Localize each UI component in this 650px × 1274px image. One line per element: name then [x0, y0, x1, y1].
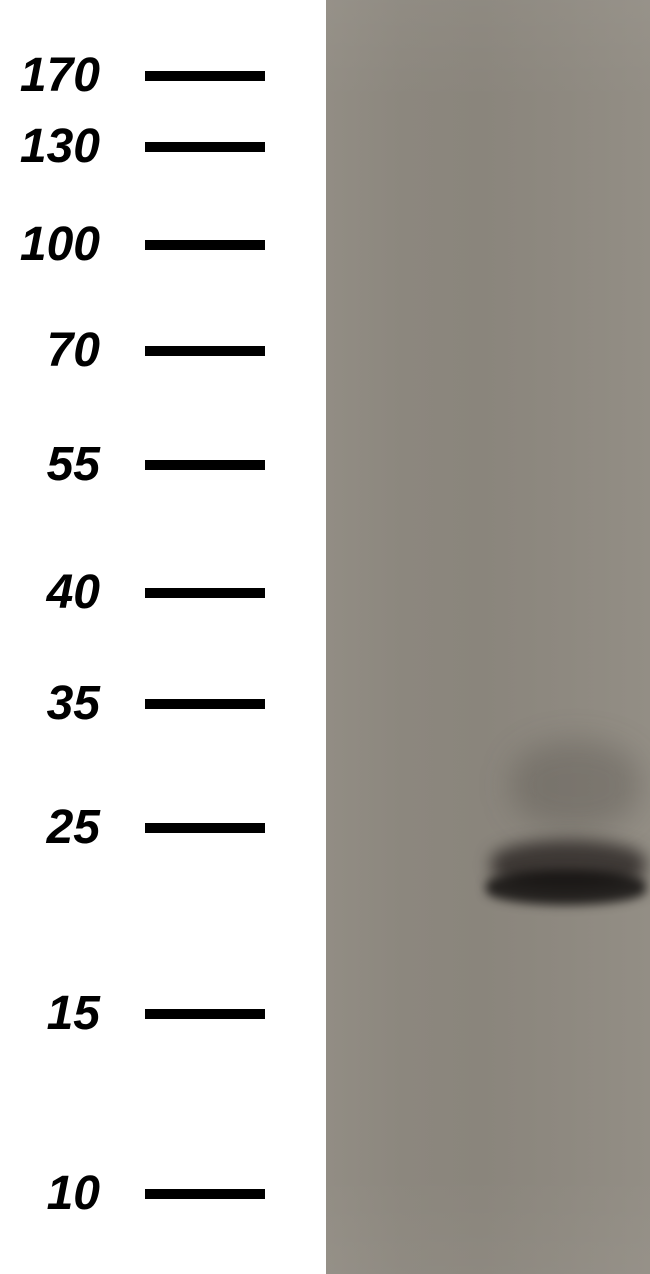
- lane-1: [326, 0, 481, 1274]
- ladder-tick: [145, 1009, 265, 1019]
- ladder-marker-15: 15: [0, 986, 300, 1041]
- ladder-label: 100: [0, 217, 130, 272]
- ladder-label: 35: [0, 676, 130, 731]
- ladder-tick: [145, 71, 265, 81]
- ladder-label: 170: [0, 48, 130, 103]
- ladder-tick: [145, 823, 265, 833]
- ladder-label: 70: [0, 323, 130, 378]
- ladder-tick: [145, 346, 265, 356]
- ladder-label: 15: [0, 986, 130, 1041]
- molecular-weight-ladder: 170 130 100 70 55 40 35 25 15 10: [0, 0, 322, 1274]
- ladder-marker-10: 10: [0, 1166, 300, 1221]
- ladder-tick: [145, 699, 265, 709]
- ladder-marker-40: 40: [0, 565, 300, 620]
- ladder-tick: [145, 588, 265, 598]
- protein-band: [486, 870, 646, 905]
- ladder-tick: [145, 1189, 265, 1199]
- lane-2: [481, 0, 650, 1274]
- ladder-marker-25: 25: [0, 800, 300, 855]
- ladder-label: 40: [0, 565, 130, 620]
- ladder-label: 25: [0, 800, 130, 855]
- ladder-tick: [145, 240, 265, 250]
- ladder-marker-170: 170: [0, 48, 300, 103]
- ladder-label: 130: [0, 119, 130, 174]
- western-blot: 170 130 100 70 55 40 35 25 15 10: [0, 0, 650, 1274]
- ladder-marker-55: 55: [0, 437, 300, 492]
- ladder-marker-130: 130: [0, 119, 300, 174]
- protein-smear: [511, 740, 641, 830]
- ladder-label: 10: [0, 1166, 130, 1221]
- ladder-marker-70: 70: [0, 323, 300, 378]
- ladder-marker-100: 100: [0, 217, 300, 272]
- ladder-tick: [145, 142, 265, 152]
- ladder-marker-35: 35: [0, 676, 300, 731]
- ladder-label: 55: [0, 437, 130, 492]
- ladder-tick: [145, 460, 265, 470]
